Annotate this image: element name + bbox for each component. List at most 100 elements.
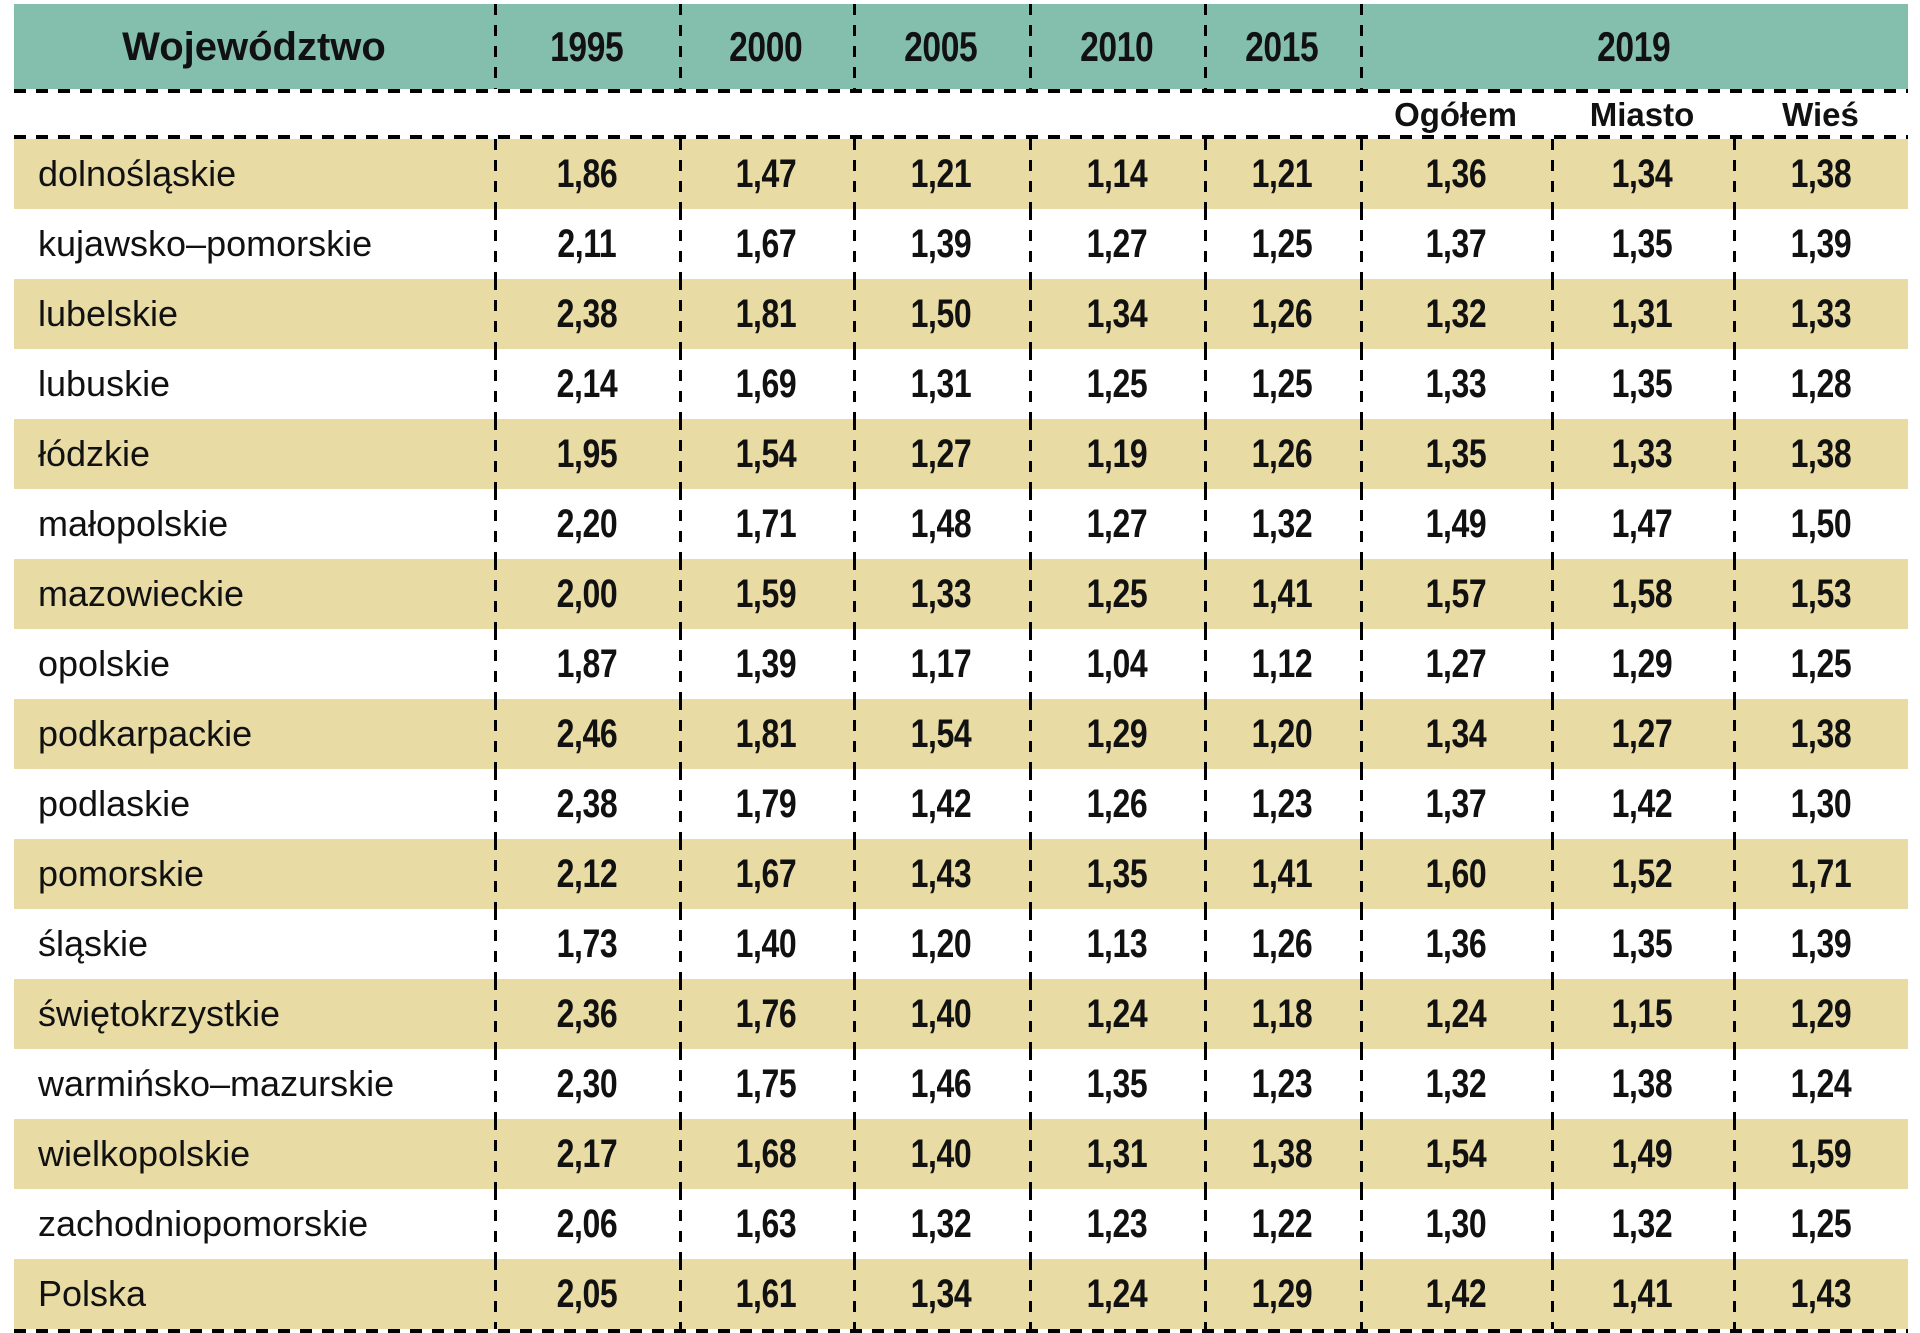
value-cell: 1,25: [1029, 559, 1204, 629]
value-text: 1,33: [1611, 432, 1673, 476]
value-text: 1,42: [1425, 1272, 1486, 1316]
value-cell: 1,58: [1551, 559, 1733, 629]
table-row: świętokrzystkie 2,36 1,76 1,40 1,24 1,18 1,24 1…: [14, 979, 1909, 1049]
value-cell: 2,38: [494, 279, 679, 349]
value-text: 1,79: [735, 782, 797, 826]
value-cell: 1,24: [1733, 1049, 1909, 1119]
value-cell: 1,42: [853, 769, 1029, 839]
value-text: 1,14: [1086, 152, 1147, 196]
value-cell: 1,53: [1733, 559, 1909, 629]
region-cell: Polska: [14, 1259, 494, 1329]
value-text: 1,26: [1251, 922, 1313, 966]
table-row: śląskie 1,73 1,40 1,20 1,13 1,26 1,36 1,35 1,39: [14, 909, 1909, 979]
value-cell: 1,38: [1733, 139, 1909, 209]
value-cell: 1,35: [1551, 209, 1733, 279]
table-row: podkarpackie 2,46 1,81 1,54 1,29 1,20 1,34 1,27…: [14, 699, 1909, 769]
subheader-empty-cell: [679, 93, 853, 135]
value-cell: 1,42: [1360, 1259, 1551, 1329]
value-text: 1,04: [1086, 642, 1147, 686]
value-text: 1,38: [1611, 1062, 1673, 1106]
value-cell: 1,35: [1551, 349, 1733, 419]
dashed-rule-under-header: [14, 89, 1909, 93]
table-row: Polska 2,05 1,61 1,34 1,24 1,29 1,42 1,41 1,43: [14, 1259, 1909, 1329]
value-cell: 1,39: [1733, 209, 1909, 279]
value-cell: 1,04: [1029, 629, 1204, 699]
value-cell: 1,54: [853, 699, 1029, 769]
value-cell: 2,46: [494, 699, 679, 769]
value-text: 2,36: [556, 992, 617, 1036]
value-text: 2,00: [556, 572, 617, 616]
value-text: 1,37: [1425, 782, 1486, 826]
value-text: 1,73: [556, 922, 617, 966]
value-cell: 1,61: [679, 1259, 853, 1329]
fertility-rate-table: Województwo 1995 2000 2005 2010 2015 201…: [14, 4, 1909, 1333]
value-text: 1,32: [1611, 1202, 1673, 1246]
value-text: 1,61: [735, 1272, 797, 1316]
value-text: 1,49: [1611, 1132, 1673, 1176]
value-cell: 1,50: [853, 279, 1029, 349]
value-text: 1,50: [1790, 502, 1851, 546]
value-cell: 1,36: [1360, 909, 1551, 979]
value-cell: 1,39: [853, 209, 1029, 279]
subheader-empty-cell: [14, 93, 494, 135]
value-text: 1,71: [735, 502, 797, 546]
subheader-miasto: Miasto: [1551, 93, 1733, 135]
column-header-2015: 2015: [1204, 4, 1360, 89]
value-cell: 1,34: [853, 1259, 1029, 1329]
table-row: warmińsko–mazurskie 2,30 1,75 1,46 1,35 1,23 1…: [14, 1049, 1909, 1119]
value-cell: 1,50: [1733, 489, 1909, 559]
subheader-empty-cell: [853, 93, 1029, 135]
table-subheader-row: Ogółem Miasto Wieś: [14, 93, 1909, 135]
value-cell: 1,54: [1360, 1119, 1551, 1189]
value-text: 1,35: [1086, 852, 1147, 896]
value-text: 1,23: [1086, 1202, 1147, 1246]
column-header-2000: 2000: [679, 4, 853, 89]
value-text: 1,87: [556, 642, 617, 686]
value-cell: 1,32: [1551, 1189, 1733, 1259]
value-text: 1,26: [1251, 432, 1313, 476]
value-cell: 1,35: [1029, 1049, 1204, 1119]
value-cell: 1,35: [1029, 839, 1204, 909]
value-text: 2,05: [556, 1272, 617, 1316]
value-cell: 1,63: [679, 1189, 853, 1259]
value-text: 1,57: [1425, 572, 1486, 616]
value-text: 1,27: [1086, 222, 1147, 266]
column-header-wojewodztwo: Województwo: [14, 4, 494, 89]
value-cell: 1,27: [1029, 209, 1204, 279]
value-cell: 2,11: [494, 209, 679, 279]
value-text: 1,41: [1611, 1272, 1673, 1316]
value-text: 1,32: [910, 1202, 972, 1246]
value-text: 1,29: [1251, 1272, 1313, 1316]
value-cell: 1,24: [1360, 979, 1551, 1049]
value-text: 1,27: [1086, 502, 1147, 546]
value-text: 1,29: [1611, 642, 1673, 686]
value-text: 1,38: [1790, 152, 1851, 196]
value-cell: 1,48: [853, 489, 1029, 559]
value-cell: 1,26: [1029, 769, 1204, 839]
region-cell: podkarpackie: [14, 699, 494, 769]
value-cell: 1,35: [1360, 419, 1551, 489]
value-cell: 1,49: [1360, 489, 1551, 559]
value-cell: 1,38: [1204, 1119, 1360, 1189]
table-row: opolskie 1,87 1,39 1,17 1,04 1,12 1,27 1,29 1,25: [14, 629, 1909, 699]
table-row: pomorskie 2,12 1,67 1,43 1,35 1,41 1,60 1,52 1,7…: [14, 839, 1909, 909]
value-cell: 2,36: [494, 979, 679, 1049]
value-cell: 1,30: [1360, 1189, 1551, 1259]
value-text: 2,17: [556, 1132, 617, 1176]
value-cell: 1,25: [1733, 1189, 1909, 1259]
value-text: 1,38: [1790, 712, 1851, 756]
value-text: 1,20: [910, 922, 972, 966]
value-text: 1,35: [1611, 922, 1673, 966]
value-text: 1,41: [1251, 572, 1313, 616]
value-text: 1,35: [1425, 432, 1486, 476]
value-text: 1,26: [1251, 292, 1313, 336]
value-cell: 1,39: [679, 629, 853, 699]
value-cell: 1,41: [1204, 559, 1360, 629]
value-cell: 2,20: [494, 489, 679, 559]
value-cell: 1,32: [1360, 279, 1551, 349]
value-cell: 1,49: [1551, 1119, 1733, 1189]
value-text: 1,43: [910, 852, 972, 896]
value-text: 1,50: [910, 292, 972, 336]
value-text: 1,38: [1251, 1132, 1313, 1176]
